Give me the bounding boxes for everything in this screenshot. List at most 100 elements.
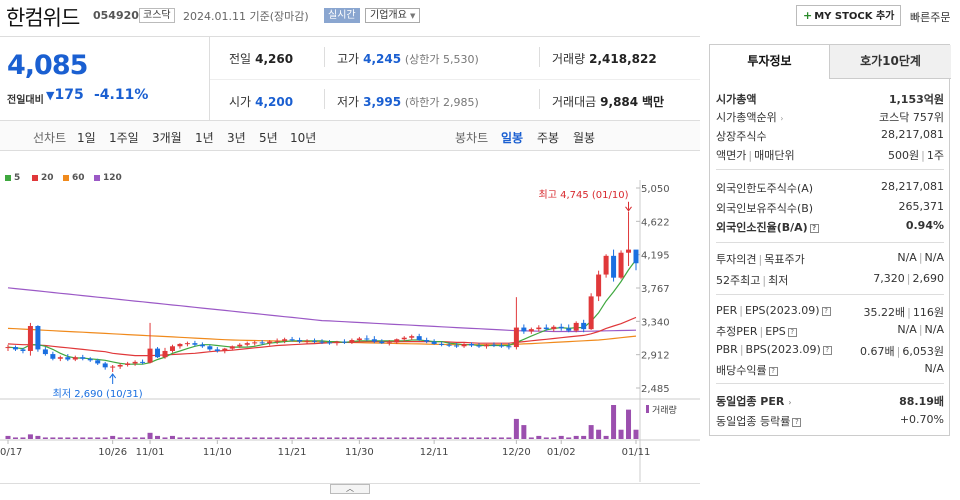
- candle-body: [259, 342, 265, 344]
- volume-bar: [207, 437, 213, 439]
- low-value: 3,995: [363, 95, 402, 109]
- change-percent: -4.11%: [94, 87, 149, 103]
- tab-investment-info[interactable]: 투자정보: [710, 45, 830, 79]
- help-icon[interactable]: ?: [792, 417, 802, 427]
- pbr-values: 0.67배 | 6,053원: [860, 345, 944, 358]
- chart-canvas[interactable]: 5,050 4,622 4,195 3,767 3,340 2,912 2,485 10/17…: [0, 152, 700, 482]
- divider: [539, 47, 540, 67]
- date-suffix: 기준(장마감): [249, 10, 309, 23]
- market-cap-label: 시가총액: [716, 93, 757, 106]
- period-3y[interactable]: 3년: [227, 131, 246, 145]
- candle-monthly[interactable]: 월봉: [573, 131, 596, 145]
- candle-body: [498, 345, 504, 347]
- candle-body: [207, 346, 213, 350]
- quick-order-link[interactable]: 빠른주문: [910, 11, 951, 24]
- foreign-hold-label: 외국인보유주식수(B): [716, 202, 814, 215]
- per-values: 35.22배 | 116원: [863, 306, 944, 319]
- volume-bar: [50, 437, 56, 439]
- candle-body: [543, 327, 549, 330]
- candle-body: [244, 343, 250, 345]
- candle-body: [528, 329, 534, 332]
- candle-daily[interactable]: 일봉: [501, 131, 524, 145]
- lower-limit: (하한가 2,985): [404, 96, 479, 109]
- candle-body: [80, 357, 86, 359]
- divider: [716, 383, 944, 384]
- x-tick-label: 11/30: [345, 447, 374, 458]
- candle-body: [513, 327, 519, 348]
- volume-bar: [214, 437, 220, 439]
- volume-bar: [80, 437, 86, 439]
- period-1d[interactable]: 1일: [77, 131, 96, 145]
- target-label: 목표주가: [764, 253, 805, 266]
- volume-bar: [356, 437, 362, 439]
- x-tick-label: 10/26: [98, 447, 127, 458]
- volume-bar: [364, 437, 370, 439]
- volume-bar: [184, 437, 190, 439]
- help-icon[interactable]: ?: [787, 327, 797, 337]
- help-icon[interactable]: ?: [821, 306, 831, 316]
- candle-body: [506, 346, 512, 348]
- volume-bar: [177, 437, 183, 439]
- candle-body: [199, 344, 205, 347]
- candle-body: [431, 341, 437, 344]
- candle-body: [42, 349, 48, 355]
- candle-body: [401, 337, 407, 340]
- cap-rank-label: 시가총액순위 ›: [716, 109, 783, 125]
- volume-bar: [454, 437, 460, 439]
- volume-bar: [312, 437, 318, 439]
- candle-body: [297, 340, 303, 342]
- plus-icon: +: [803, 9, 813, 22]
- volume-bar: [416, 437, 422, 439]
- company-overview-dropdown[interactable]: 기업개요 ▼: [365, 8, 421, 23]
- foreign-hold-value: 265,371: [898, 200, 945, 213]
- candle-body: [326, 342, 332, 344]
- volume-bar: [199, 437, 205, 439]
- volume-bar: [491, 437, 497, 439]
- volume-legend-swatch: [646, 405, 649, 413]
- eps-value: 116원: [912, 306, 944, 319]
- tab-order-book[interactable]: 호가10단계: [830, 45, 951, 79]
- period-10y[interactable]: 10년: [290, 131, 317, 145]
- volume-bar: [147, 432, 153, 439]
- volume-bar: [117, 437, 123, 439]
- period-3m[interactable]: 3개월: [152, 131, 182, 145]
- w52-labels: 52주최고 | 최저: [716, 274, 789, 287]
- trade-amount: 거래대금 9,884 백만: [552, 93, 664, 110]
- candle-body: [95, 360, 101, 364]
- candle-body: [12, 347, 18, 350]
- investment-info-panel: 투자정보 호가10단계 시가총액 1,153억원 시가총액순위 › 코스닥 757위…: [709, 44, 951, 436]
- add-my-stock-button[interactable]: + MY STOCK 추가: [796, 5, 902, 26]
- collapse-icon[interactable]: ︿: [330, 484, 370, 494]
- period-5y[interactable]: 5년: [259, 131, 278, 145]
- min-arrow-head: [109, 373, 117, 379]
- prev-value: 4,260: [255, 52, 294, 66]
- volume-bar: [558, 435, 564, 439]
- dividend-label: 배당수익률?: [716, 362, 778, 378]
- candle-body: [169, 346, 175, 351]
- x-tick-label: 01/11: [622, 447, 651, 458]
- help-icon[interactable]: ?: [768, 366, 778, 376]
- industry-per-text: 동일업종 PER: [716, 395, 785, 408]
- realtime-button[interactable]: 실시간: [324, 8, 360, 23]
- est-per-value: N/A: [897, 323, 917, 336]
- chart-scrollbar[interactable]: ︿: [0, 483, 700, 497]
- volume-bar: [521, 425, 527, 439]
- opinion-row: 투자의견 | 목표주가 N/A | N/A: [716, 251, 944, 267]
- candle-weekly[interactable]: 주봉: [537, 131, 560, 145]
- x-tick-label: 11/21: [278, 447, 307, 458]
- industry-per-value: 88.19배: [899, 395, 944, 408]
- help-icon[interactable]: ?: [822, 345, 832, 355]
- volume-bar: [513, 418, 519, 439]
- candle-body: [626, 249, 632, 253]
- trade-unit-value: 1주: [926, 149, 944, 162]
- period-1w[interactable]: 1주일: [109, 131, 139, 145]
- line-chart-label: 선차트: [33, 131, 67, 145]
- candle-body: [476, 345, 482, 347]
- candle-body: [566, 328, 572, 331]
- help-icon[interactable]: ?: [809, 223, 819, 233]
- volume-bar: [424, 437, 430, 439]
- per-value: 35.22배: [863, 306, 906, 319]
- volume-bar: [596, 429, 602, 439]
- period-1y[interactable]: 1년: [195, 131, 214, 145]
- volume-bar: [409, 437, 415, 439]
